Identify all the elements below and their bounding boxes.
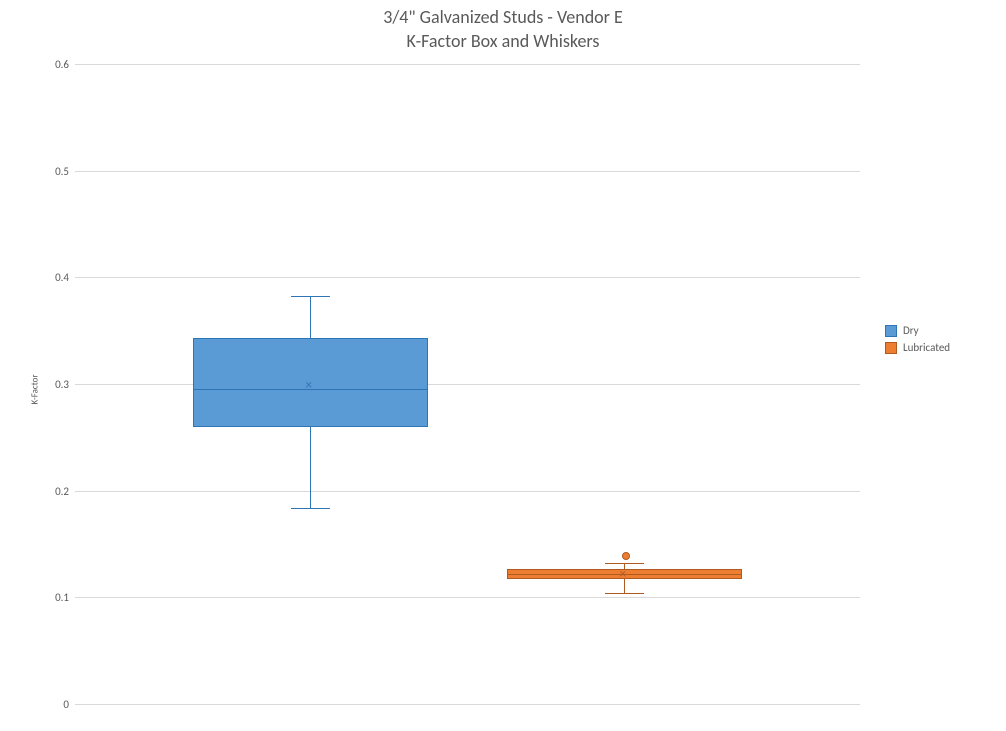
whisker-lower (310, 427, 311, 509)
grid-line (75, 491, 860, 492)
chart-title-line1: 3/4" Galvanized Studs - Vendor E (0, 6, 1006, 28)
grid-line (75, 171, 860, 172)
legend-swatch (885, 342, 897, 354)
legend-label: Dry (903, 324, 919, 337)
grid-line (75, 597, 860, 598)
legend-item: Lubricated (885, 341, 950, 354)
grid-line (75, 64, 860, 65)
whisker-cap-lower (605, 593, 644, 594)
whisker-cap-lower (291, 508, 330, 509)
chart-title-line2: K-Factor Box and Whiskers (0, 30, 1006, 52)
legend-swatch (885, 325, 897, 337)
legend-label: Lubricated (903, 341, 950, 354)
whisker-cap-upper (291, 296, 330, 297)
y-axis-label: K-Factor (30, 374, 41, 404)
legend: Dry Lubricated (885, 320, 950, 358)
grid-line (75, 704, 860, 705)
plot-area: 00.10.20.30.40.50.6×× (75, 64, 860, 704)
whisker-upper (310, 297, 311, 339)
whisker-cap-upper (605, 563, 644, 564)
grid-line (75, 277, 860, 278)
legend-item: Dry (885, 324, 950, 337)
chart-container: 3/4" Galvanized Studs - Vendor E K-Facto… (0, 0, 1006, 731)
outlier-point (622, 552, 630, 560)
